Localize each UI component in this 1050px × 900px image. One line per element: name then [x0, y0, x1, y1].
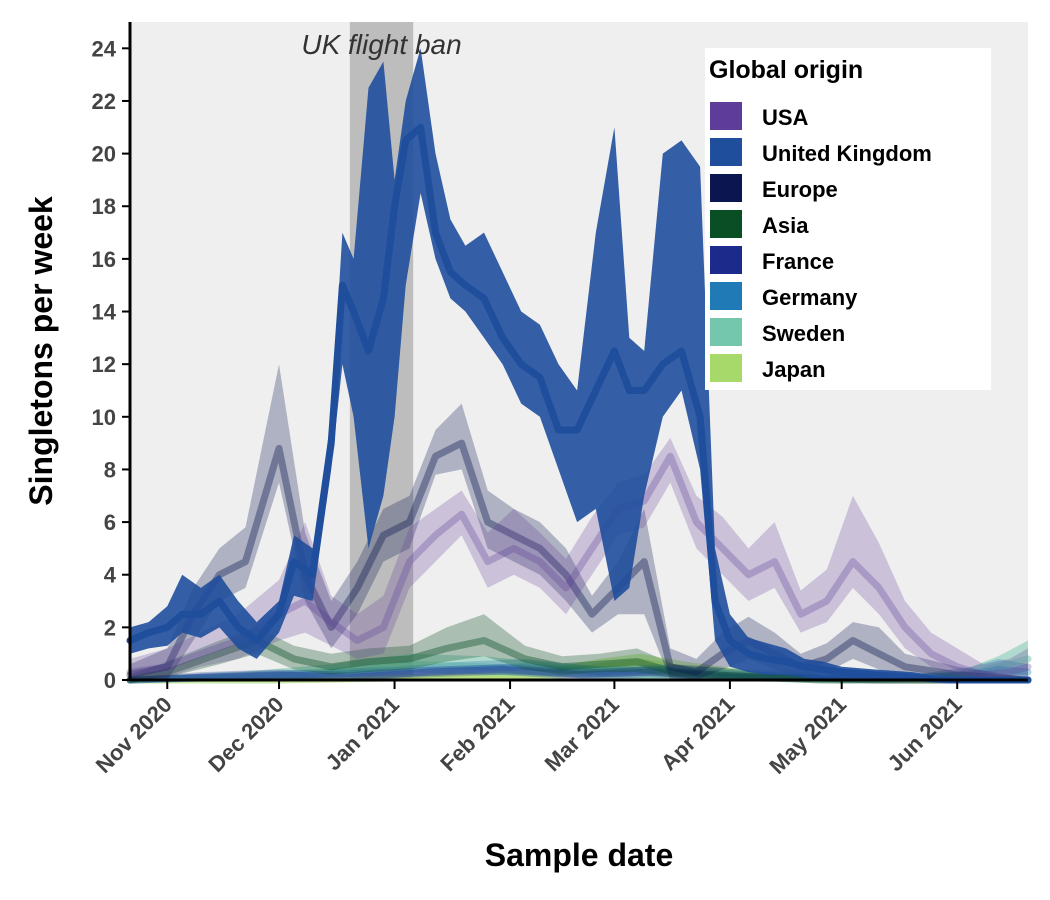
legend-label-asia: Asia [762, 213, 809, 238]
legend-swatch-usa [710, 102, 742, 130]
y-tick-label: 4 [104, 563, 117, 588]
y-tick-label: 12 [92, 352, 116, 377]
y-tick-label: 18 [92, 194, 116, 219]
y-tick-label: 20 [92, 142, 116, 167]
flight-ban-annotation: UK flight ban [301, 29, 461, 60]
legend-items: USA United Kingdom Europe Asia France Germany… [710, 102, 932, 382]
legend-label-france: France [762, 249, 834, 274]
y-tick-label: 24 [92, 36, 117, 61]
y-tick-label: 14 [92, 300, 117, 325]
legend-label-japan: Japan [762, 357, 826, 382]
y-tick-label: 22 [92, 89, 116, 114]
legend-swatch-united-kingdom [710, 138, 742, 166]
series-line-united-kingdom [126, 123, 1032, 684]
y-tick-label: 16 [92, 247, 116, 272]
x-tick-label: May 2021 [764, 692, 851, 779]
legend-swatch-germany [710, 282, 742, 310]
legend-swatch-europe [710, 174, 742, 202]
legend-label-united-kingdom: United Kingdom [762, 141, 932, 166]
legend-label-europe: Europe [762, 177, 838, 202]
x-axis-title: Sample date [485, 837, 674, 873]
x-tick-label: Dec 2020 [203, 692, 288, 777]
legend-swatch-france [710, 246, 742, 274]
y-tick-label: 6 [104, 510, 116, 535]
legend-background [705, 48, 991, 390]
series-layer [126, 48, 1032, 684]
legend-swatch-sweden [710, 318, 742, 346]
x-tick-label: Apr 2021 [656, 692, 739, 775]
legend-swatch-japan [710, 354, 742, 382]
y-tick-label: 8 [104, 457, 116, 482]
x-axis-ticks: Nov 2020 Dec 2020 Jan 2021 Feb 2021 Mar 2021… [91, 680, 967, 779]
legend-label-sweden: Sweden [762, 321, 845, 346]
legend: Global origin USA United Kingdom Europe Asi… [705, 48, 991, 390]
x-tick-label: Jun 2021 [882, 692, 966, 776]
legend-title: Global origin [709, 56, 863, 84]
series-band-united-kingdom [130, 48, 1028, 681]
legend-swatch-asia [710, 210, 742, 238]
y-axis-title: Singletons per week [23, 196, 59, 506]
x-tick-label: Jan 2021 [321, 692, 404, 775]
y-tick-label: 0 [104, 668, 116, 693]
legend-label-germany: Germany [762, 285, 858, 310]
x-tick-label: Nov 2020 [91, 692, 177, 778]
series-band-europe [130, 364, 1028, 680]
series-line-germany [126, 663, 1032, 684]
series-line-europe [126, 439, 1032, 684]
y-tick-label: 10 [92, 405, 116, 430]
x-tick-label: Feb 2021 [435, 692, 519, 776]
y-tick-label: 2 [104, 615, 116, 640]
x-tick-label: Mar 2021 [540, 692, 624, 776]
series-band-usa [130, 437, 1028, 680]
series-line-sweden [126, 655, 1032, 684]
series-band-asia [130, 614, 1028, 680]
legend-label-usa: USA [762, 105, 809, 130]
